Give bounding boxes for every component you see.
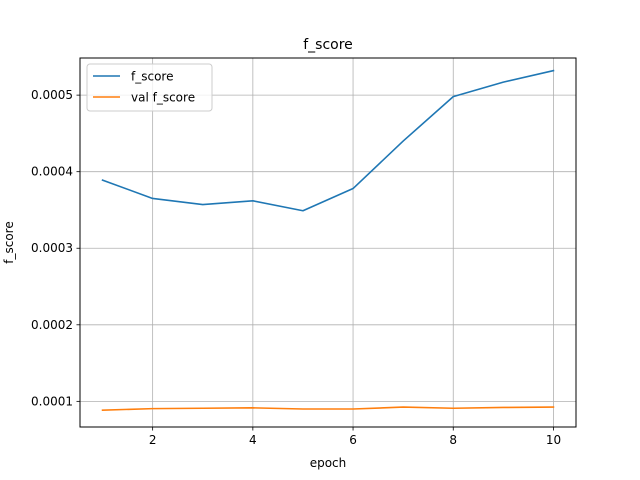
x-tick-label: 10 (546, 433, 561, 447)
legend-label: f_score (131, 70, 173, 84)
y-axis-ticks: 0.0001 0.0002 0.0003 0.0004 0.0005 (31, 88, 80, 408)
series-line-f-score (101, 69, 555, 212)
y-tick-label: 0.0004 (31, 165, 73, 179)
y-tick-label: 0.0003 (31, 241, 73, 255)
plot-area-frame (79, 57, 577, 428)
y-axis-label: f_score (2, 221, 16, 263)
legend-label: val f_score (131, 91, 195, 105)
x-tick-label: 4 (249, 433, 257, 447)
grid-lines (80, 58, 576, 427)
x-axis-ticks: 2 4 6 8 10 (149, 427, 561, 447)
y-tick-label: 0.0005 (31, 88, 73, 102)
y-tick-label: 0.0001 (31, 394, 73, 408)
series-line-val-f-score (101, 406, 555, 411)
x-tick-label: 8 (449, 433, 457, 447)
x-tick-label: 6 (349, 433, 357, 447)
chart-title: f_score (303, 37, 353, 53)
y-tick-label: 0.0002 (31, 318, 73, 332)
x-axis-label: epoch (310, 456, 347, 470)
x-tick-label: 2 (149, 433, 157, 447)
series-lines (101, 69, 555, 411)
